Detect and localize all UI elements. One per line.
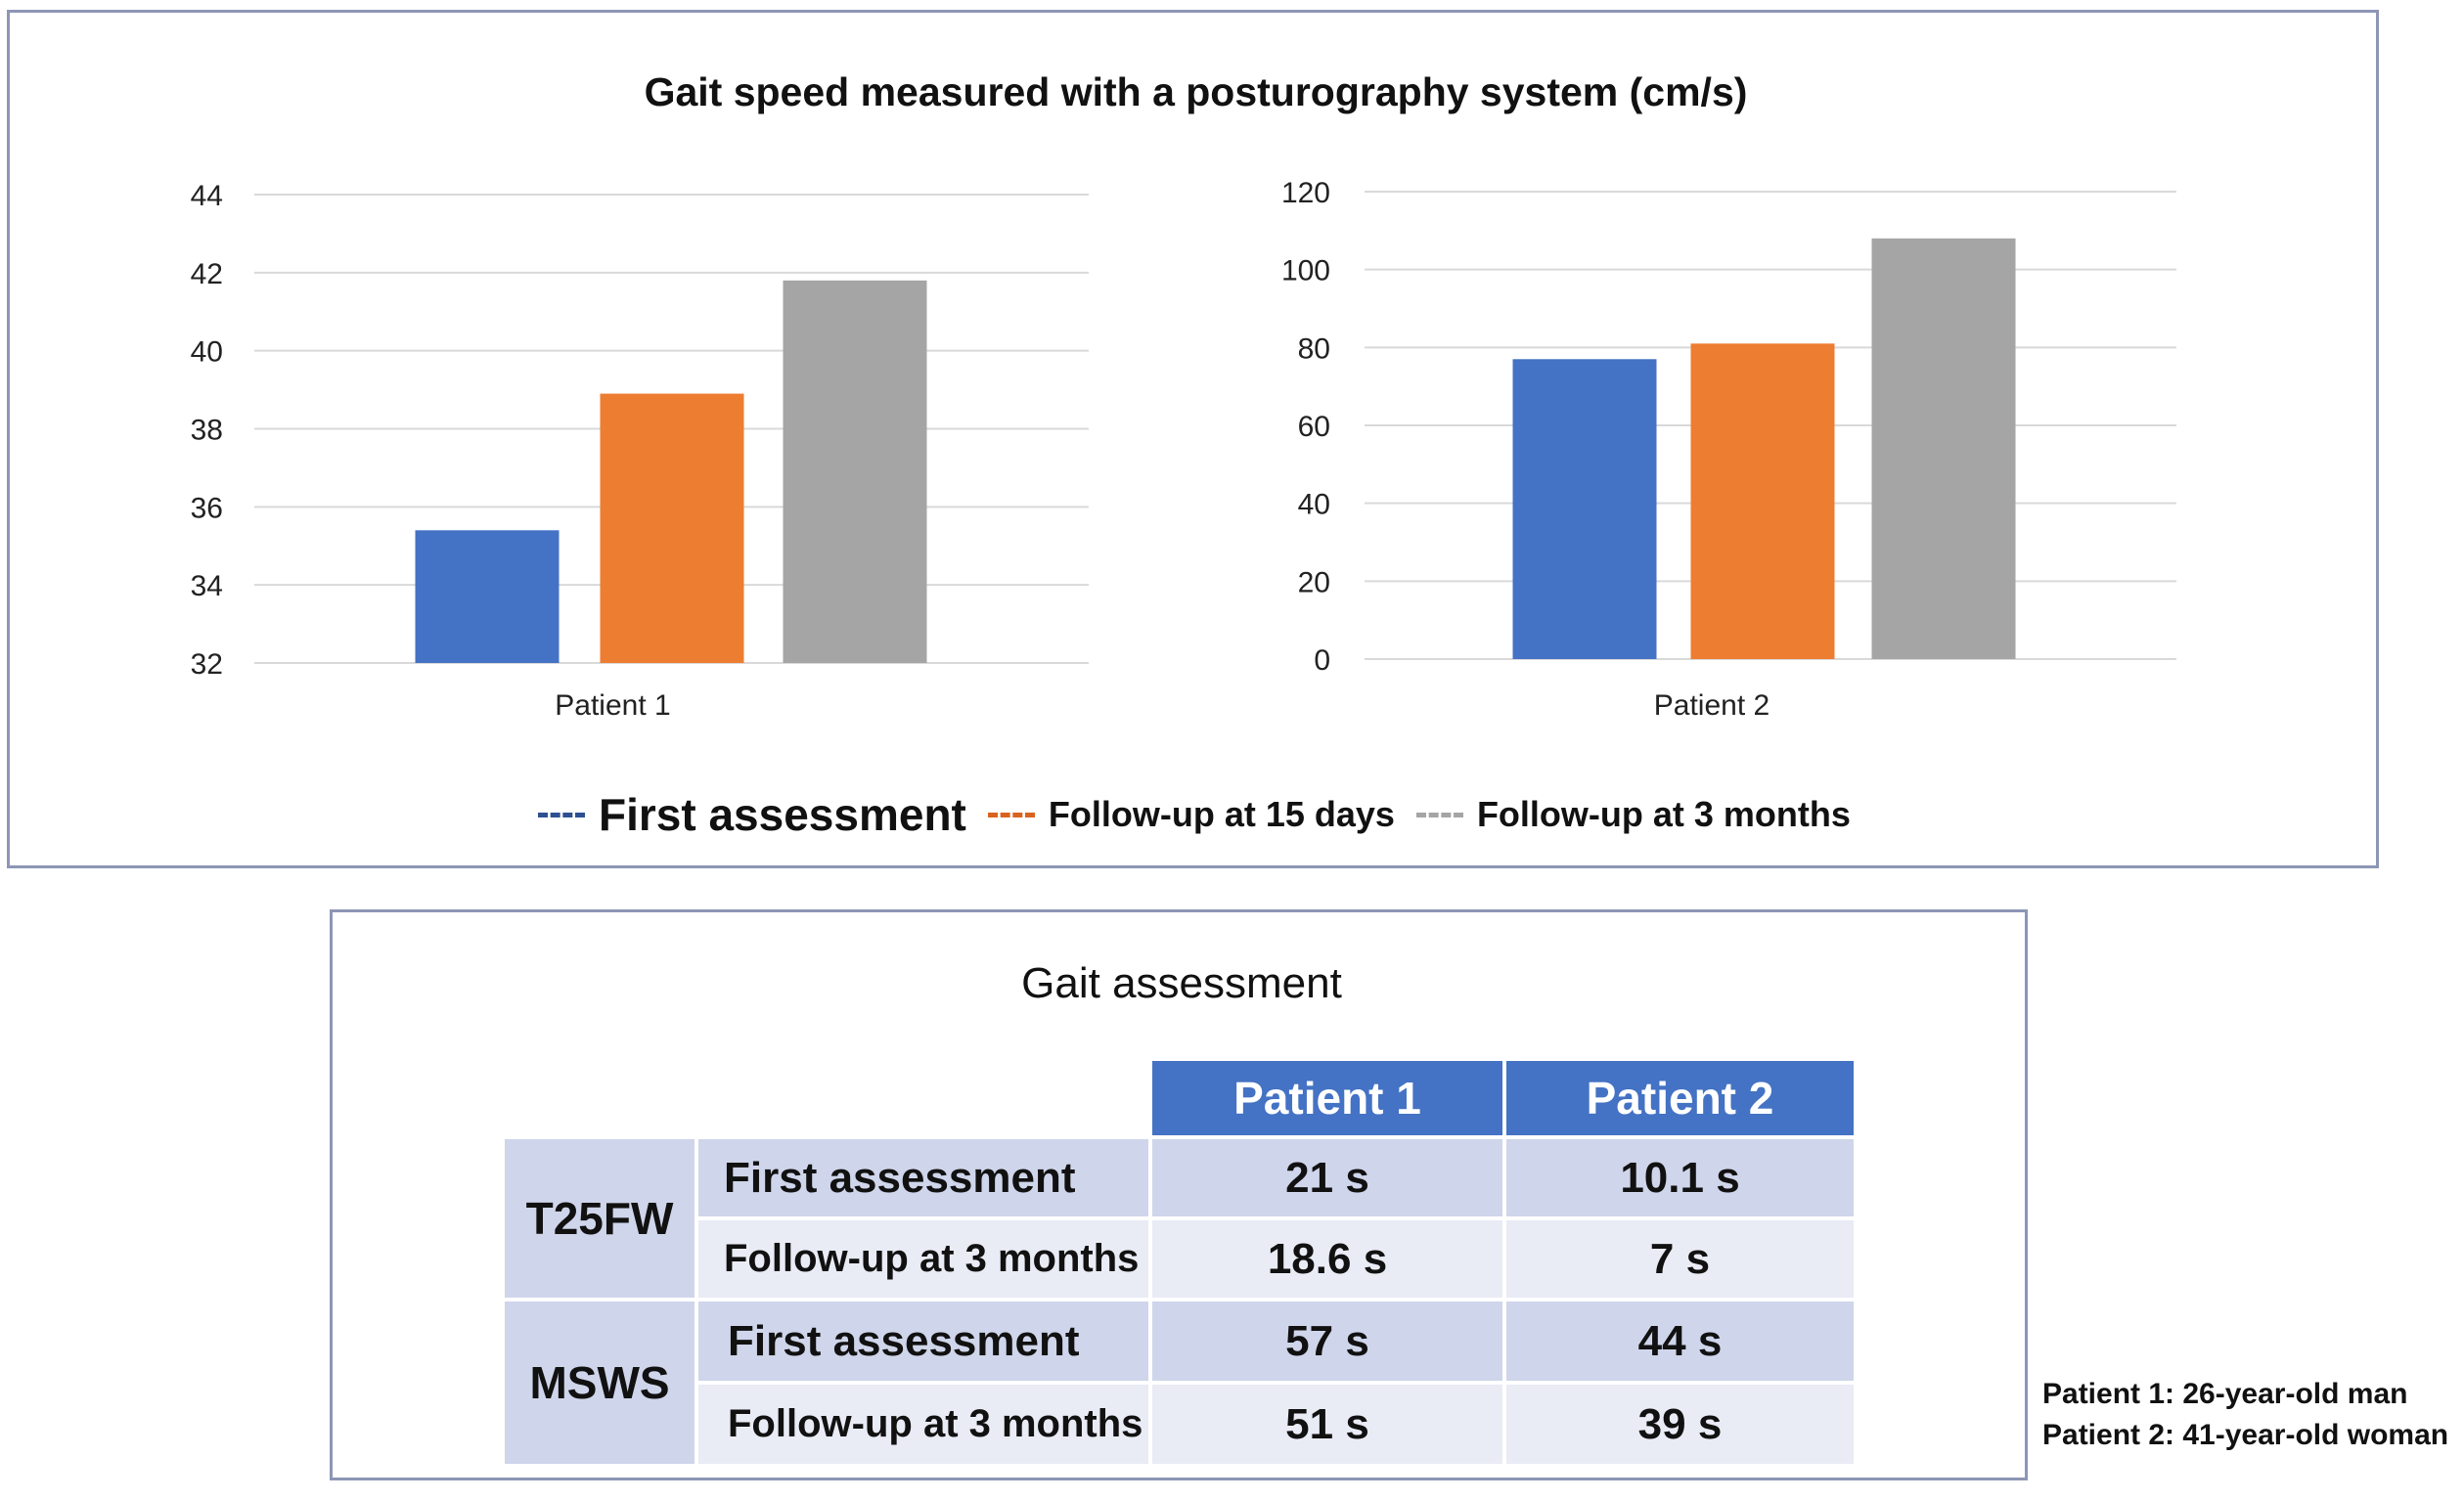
- footnote-patient-2: Patient 2: 41-year-old woman: [2042, 1419, 2449, 1451]
- bar-patient-2-follow-up-at-3-months: [1871, 238, 2016, 660]
- category-label-patient-2: Patient 2: [1654, 689, 1770, 722]
- y-tick-label-patient-2-120: 120: [1281, 177, 1330, 209]
- legend-swatch-follow-up-3-months: [1415, 812, 1463, 817]
- cell-t25fw-first-assessment-patient-1: 21 s: [1152, 1139, 1502, 1216]
- bar-patient-1-first-assessment: [415, 530, 560, 663]
- y-tick-label-patient-2-80: 80: [1298, 332, 1330, 365]
- legend: First assessment Follow-up at 15 days Fo…: [538, 785, 1872, 844]
- cell-t25fw-follow-up-3-months-patient-1: 18.6 s: [1152, 1220, 1502, 1298]
- column-header-patient-2: Patient 2: [1506, 1061, 1854, 1135]
- cell-msws-follow-up-3-months-patient-2: 39 s: [1506, 1385, 1854, 1464]
- cell-t25fw-follow-up-3-months-patient-2: 7 s: [1506, 1220, 1854, 1298]
- chart-panel: Gait speed measured with a posturography…: [7, 10, 2379, 868]
- footnote-patient-1: Patient 1: 26-year-old man: [2042, 1378, 2408, 1410]
- cell-t25fw-first-assessment-patient-2: 10.1 s: [1506, 1139, 1854, 1216]
- group-label-msws: MSWS: [505, 1302, 694, 1464]
- y-tick-label-patient-1-40: 40: [191, 336, 223, 369]
- legend-swatch-follow-up-15-days: [987, 812, 1035, 817]
- y-tick-label-patient-2-100: 100: [1281, 255, 1330, 287]
- legend-label-follow-up-3-months: Follow-up at 3 months: [1476, 794, 1851, 834]
- row-label-msws-follow-up-3-months: Follow-up at 3 months: [698, 1385, 1148, 1464]
- y-tick-label-patient-1-38: 38: [191, 415, 223, 447]
- y-tick-label-patient-1-36: 36: [191, 492, 223, 524]
- gait-assessment-panel: Gait assessment Patient 1 Patient 2 T25F…: [330, 909, 2028, 1480]
- cell-msws-follow-up-3-months-patient-1: 51 s: [1152, 1385, 1502, 1464]
- legend-item-first-assessment: First assessment: [538, 788, 966, 841]
- y-tick-label-patient-2-20: 20: [1298, 566, 1330, 598]
- group-label-t25fw: T25FW: [505, 1139, 694, 1298]
- column-header-patient-1: Patient 1: [1152, 1061, 1502, 1135]
- row-label-msws-first-assessment: First assessment: [698, 1302, 1148, 1381]
- cell-msws-first-assessment-patient-1: 57 s: [1152, 1302, 1502, 1381]
- y-tick-label-patient-1-34: 34: [191, 570, 223, 602]
- chart-title: Gait speed measured with a posturography…: [644, 69, 1748, 114]
- category-label-patient-1: Patient 1: [555, 689, 670, 722]
- y-tick-label-patient-2-60: 60: [1298, 411, 1330, 443]
- legend-item-follow-up-3-months: Follow-up at 3 months: [1415, 794, 1851, 835]
- bar-charts: 32 34 36 38 40 42 44 Patient 1 0 20 40 60 80 100 120 Pa…: [191, 177, 2176, 722]
- table-title: Gait assessment: [1021, 959, 1342, 1007]
- y-tick-label-patient-2-0: 0: [1314, 644, 1330, 677]
- y-tick-label-patient-1-32: 32: [191, 648, 223, 681]
- bar-patient-1-follow-up-at-3-months: [783, 280, 927, 663]
- y-tick-label-patient-2-40: 40: [1298, 489, 1330, 521]
- bar-patient-1-follow-up-at-15-days: [600, 393, 744, 663]
- y-tick-label-patient-1-42: 42: [191, 258, 223, 290]
- row-label-t25fw-first-assessment: First assessment: [698, 1139, 1148, 1216]
- y-tick-label-patient-1-44: 44: [191, 180, 223, 212]
- footnote: Patient 1: 26-year-old man Patient 2: 41…: [2042, 1374, 2448, 1456]
- row-label-t25fw-follow-up-3-months: Follow-up at 3 months: [698, 1220, 1148, 1298]
- bar-patient-2-follow-up-at-15-days: [1690, 343, 1835, 659]
- cell-msws-first-assessment-patient-2: 44 s: [1506, 1302, 1854, 1381]
- legend-label-first-assessment: First assessment: [599, 789, 966, 840]
- bar-patient-2-first-assessment: [1512, 359, 1657, 659]
- legend-label-follow-up-15-days: Follow-up at 15 days: [1048, 794, 1395, 834]
- legend-item-follow-up-15-days: Follow-up at 15 days: [987, 794, 1395, 835]
- legend-swatch-first-assessment: [538, 812, 585, 817]
